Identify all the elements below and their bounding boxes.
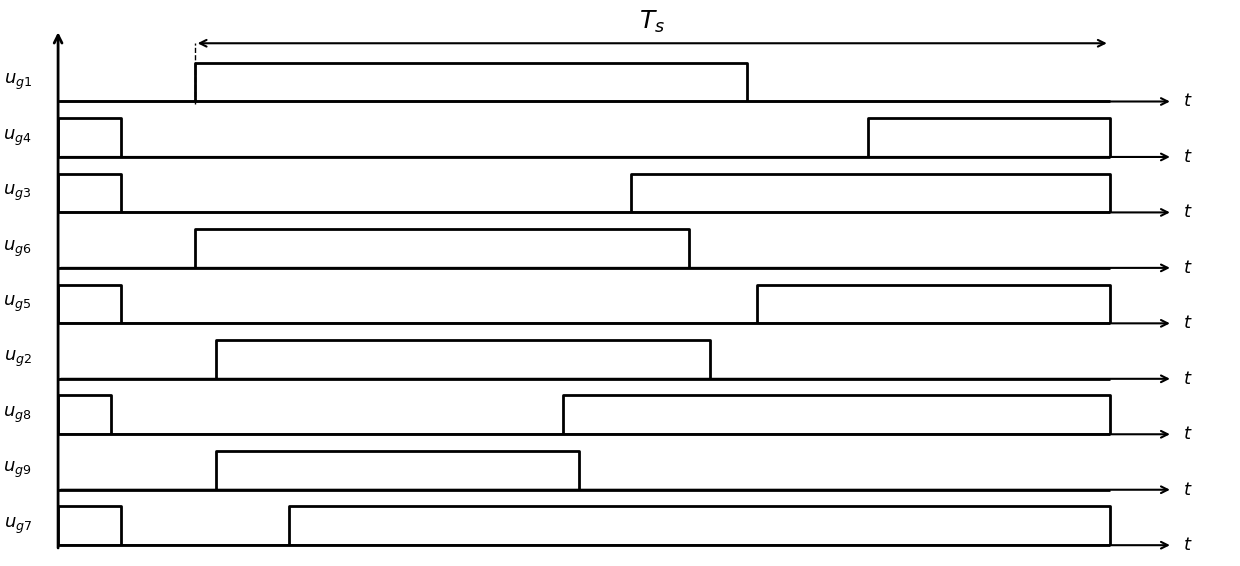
Text: $u_{g3}$: $u_{g3}$ bbox=[4, 183, 32, 203]
Text: $u_{g1}$: $u_{g1}$ bbox=[4, 72, 32, 92]
Text: $t$: $t$ bbox=[1183, 314, 1193, 332]
Text: $u_{g2}$: $u_{g2}$ bbox=[4, 349, 32, 370]
Text: $u_{g4}$: $u_{g4}$ bbox=[4, 127, 32, 148]
Text: $t$: $t$ bbox=[1183, 259, 1193, 277]
Text: $u_{g7}$: $u_{g7}$ bbox=[4, 516, 32, 536]
Text: $t$: $t$ bbox=[1183, 536, 1193, 554]
Text: $t$: $t$ bbox=[1183, 481, 1193, 499]
Text: $u_{g8}$: $u_{g8}$ bbox=[4, 405, 32, 425]
Text: $t$: $t$ bbox=[1183, 370, 1193, 388]
Text: $t$: $t$ bbox=[1183, 203, 1193, 221]
Text: $u_{g9}$: $u_{g9}$ bbox=[4, 460, 32, 481]
Text: $u_{g5}$: $u_{g5}$ bbox=[4, 294, 32, 314]
Text: $t$: $t$ bbox=[1183, 92, 1193, 110]
Text: $t$: $t$ bbox=[1183, 425, 1193, 443]
Text: $t$: $t$ bbox=[1183, 148, 1193, 166]
Text: $u_{g6}$: $u_{g6}$ bbox=[4, 238, 32, 259]
Text: $\mathbf{\mathit{T_s}}$: $\mathbf{\mathit{T_s}}$ bbox=[639, 8, 665, 35]
